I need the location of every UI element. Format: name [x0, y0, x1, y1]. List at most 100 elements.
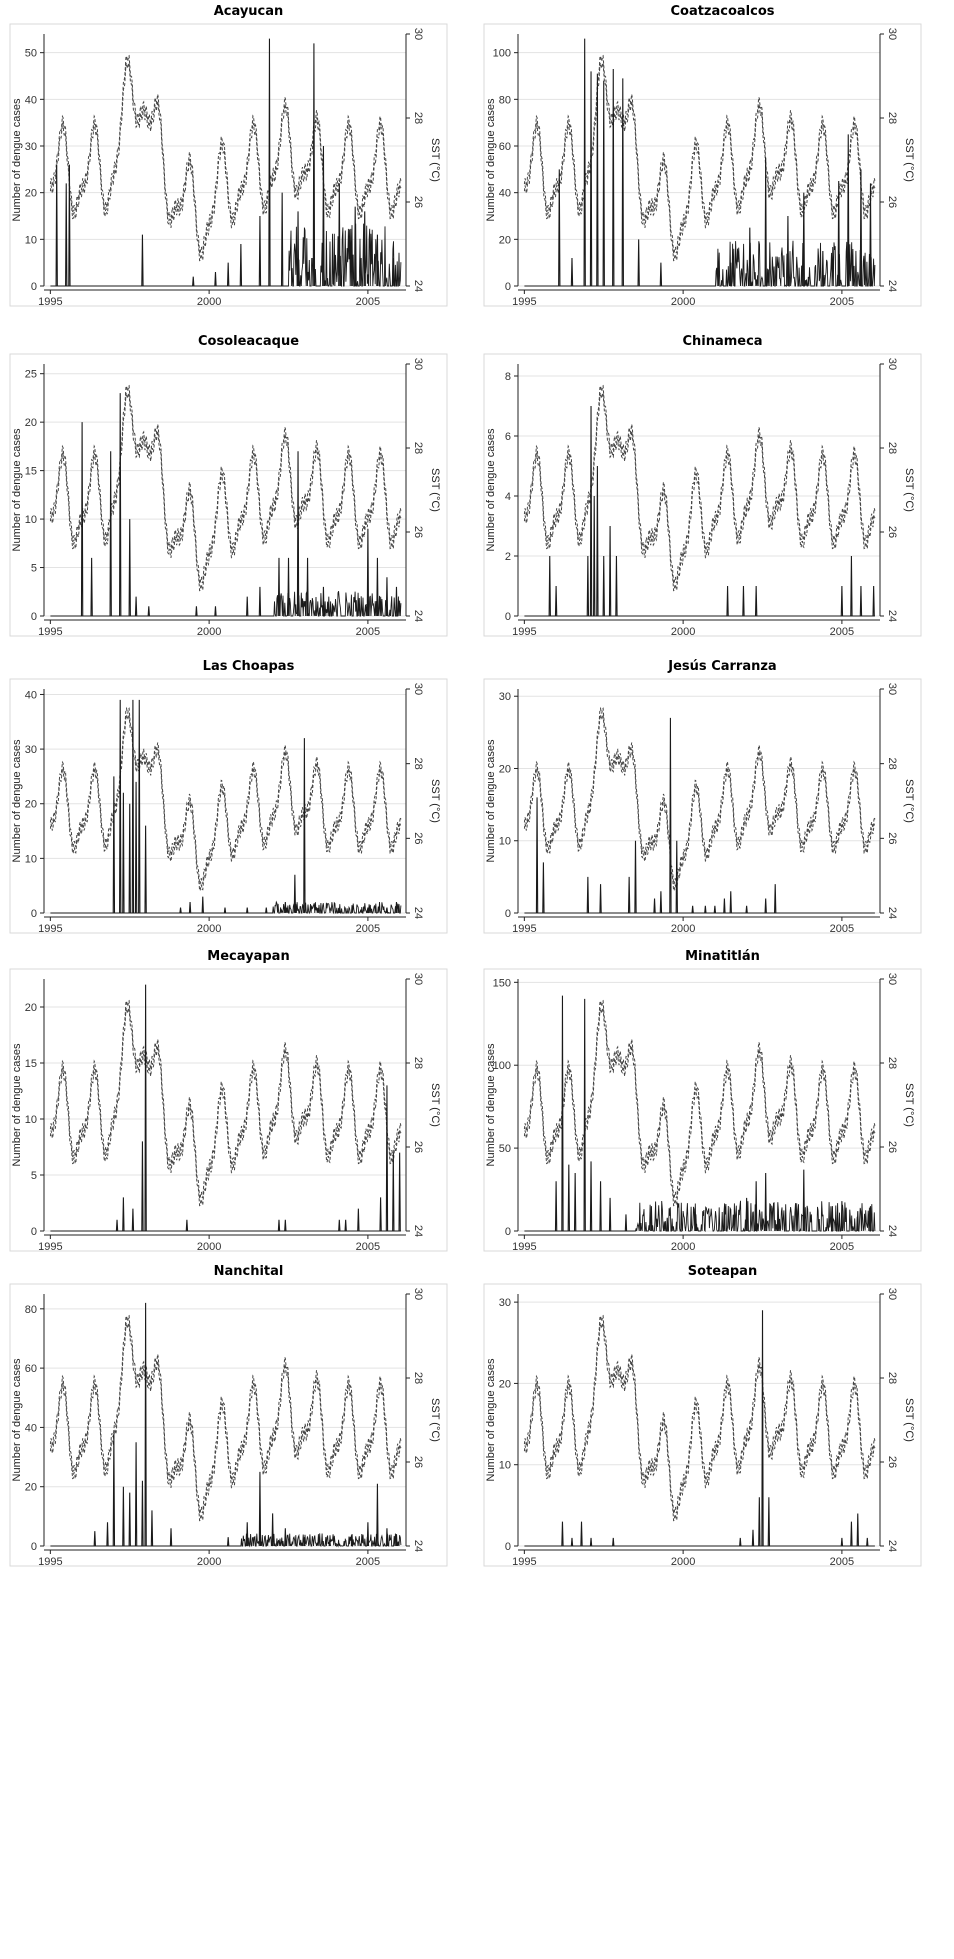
y-tick-label: 0	[31, 1226, 37, 1238]
cases-peak	[169, 1528, 173, 1547]
cases-peak	[634, 840, 637, 914]
chart-svg: Soteapan 0 10 20 30 24 26 28 30 1995 2000 2005 Numbe…	[483, 1264, 922, 1568]
cases-peak	[859, 585, 863, 617]
cases-peak	[134, 596, 138, 617]
cases-peak	[869, 1206, 872, 1232]
y-tick-label: 40	[25, 1422, 37, 1434]
cases-peak	[179, 907, 182, 914]
cases-peak	[306, 557, 309, 617]
cases-peak	[150, 1510, 154, 1547]
cases-peak	[395, 1534, 398, 1547]
y-axis-label: Number of dengue cases	[11, 428, 23, 551]
y-tick-label: 0	[31, 908, 37, 920]
cases-peak	[271, 1513, 274, 1547]
x-tick-label: 1995	[512, 1241, 536, 1253]
sst-series-line	[523, 391, 876, 592]
y-axis-label: Number of dengue cases	[11, 1358, 23, 1481]
y2-tick-label: 28	[412, 442, 424, 454]
cases-peak	[602, 555, 605, 617]
panel-jes-s-carranza: Jesús Carranza 0 10 20 30 24 26 28 30 1995 2000 200…	[480, 655, 925, 937]
y-tick-label: 30	[499, 1297, 511, 1309]
cases-peak	[134, 1442, 138, 1547]
y-tick-label: 50	[499, 1143, 511, 1155]
cases-series-line	[50, 1533, 402, 1548]
cases-peak	[134, 781, 138, 914]
sst-series-line	[49, 1314, 402, 1515]
cases-peak	[376, 557, 379, 617]
cases-peak	[589, 1537, 593, 1547]
sst-series-line	[49, 706, 402, 885]
cases-peak	[847, 134, 850, 287]
cases-peak	[659, 891, 663, 914]
cases-peak	[338, 1219, 341, 1232]
y-tick-label: 60	[499, 141, 511, 153]
chart-svg: Las Choapas 0 10 20 30 40 24 26 28 30 1995 2000 2005…	[9, 659, 448, 935]
cases-peak	[284, 1528, 287, 1547]
cases-peak	[599, 884, 602, 914]
chart-title: Nanchital	[214, 1264, 284, 1279]
cases-peak	[258, 1471, 262, 1547]
y2-axis-label: SST (°C)	[429, 1083, 441, 1127]
panel-frame	[483, 353, 922, 637]
y2-axis-label: SST (°C)	[903, 779, 915, 823]
chart-title: Mecayapan	[207, 949, 289, 964]
cases-series-line	[524, 240, 876, 288]
panel-acayucan: Acayucan 0 10 20 30 40 50 24 26 28 30 1995 2000 2005 N…	[6, 0, 451, 310]
chart-svg: Coatzacoalcos 0 20 40 60 80 100 24 26 28 30 1995 200…	[483, 4, 922, 308]
cases-peak	[802, 192, 805, 287]
sst-series-line	[523, 1321, 876, 1522]
x-tick-label: 1995	[38, 626, 62, 638]
y2-tick-label: 30	[412, 973, 424, 985]
x-tick-label: 2000	[197, 296, 221, 308]
sst-series-line	[523, 61, 876, 262]
cases-peak	[624, 1214, 628, 1232]
cases-peak	[284, 902, 287, 914]
y2-tick-label: 26	[412, 1456, 424, 1468]
x-tick-label: 1995	[512, 626, 536, 638]
cases-peak	[850, 555, 853, 617]
cases-peak	[742, 585, 745, 617]
x-tick-label: 2005	[830, 296, 854, 308]
y-axis-label: Number of dengue cases	[485, 98, 497, 221]
cases-peak	[354, 206, 357, 287]
y-tick-label: 0	[505, 1541, 511, 1553]
cases-peak	[589, 1161, 593, 1232]
y-axis-label: Number of dengue cases	[11, 739, 23, 862]
cases-peak	[612, 1537, 615, 1547]
cases-peak	[561, 995, 564, 1232]
cases-peak	[866, 1537, 869, 1547]
panel-cosoleacaque: Cosoleacaque 0 5 10 15 20 25 24 26 28 30 1995 2000 20…	[6, 330, 451, 640]
x-tick-label: 2000	[197, 1556, 221, 1568]
y2-tick-label: 24	[412, 280, 424, 292]
cases-peak	[764, 1172, 767, 1232]
chart-svg: Acayucan 0 10 20 30 40 50 24 26 28 30 1995 2000 2005 N…	[9, 4, 448, 308]
cases-peak	[303, 1537, 306, 1547]
y-tick-label: 10	[25, 1114, 37, 1126]
y2-tick-label: 26	[886, 832, 898, 844]
cases-peak	[704, 905, 707, 914]
y-axis-label: Number of dengue cases	[485, 1358, 497, 1481]
cases-peak	[55, 164, 58, 287]
x-tick-label: 2000	[671, 626, 695, 638]
cases-peak	[112, 776, 116, 914]
y-tick-label: 15	[25, 1058, 37, 1070]
cases-peak	[535, 797, 539, 914]
cases-peak	[122, 1486, 125, 1547]
cases-peak	[859, 169, 863, 287]
y-tick-label: 40	[25, 689, 37, 701]
cases-peak	[246, 1522, 249, 1547]
y2-axis-label: SST (°C)	[429, 1398, 441, 1442]
y-axis-label: Number of dengue cases	[11, 1043, 23, 1166]
y2-tick-label: 28	[886, 112, 898, 124]
x-tick-label: 1995	[512, 1556, 536, 1568]
chart-title: Cosoleacaque	[198, 334, 299, 349]
chart-svg: Mecayapan 0 5 10 15 20 24 26 28 30 1995 2000 2005 Num…	[9, 949, 448, 1253]
cases-peak	[837, 180, 840, 287]
y2-axis-label: SST (°C)	[903, 1398, 915, 1442]
cases-peak	[653, 898, 656, 914]
y-tick-label: 5	[31, 1170, 37, 1182]
cases-peak	[637, 239, 640, 287]
y-tick-label: 10	[499, 836, 511, 848]
y-tick-label: 80	[25, 1304, 37, 1316]
cases-peak	[612, 68, 615, 287]
